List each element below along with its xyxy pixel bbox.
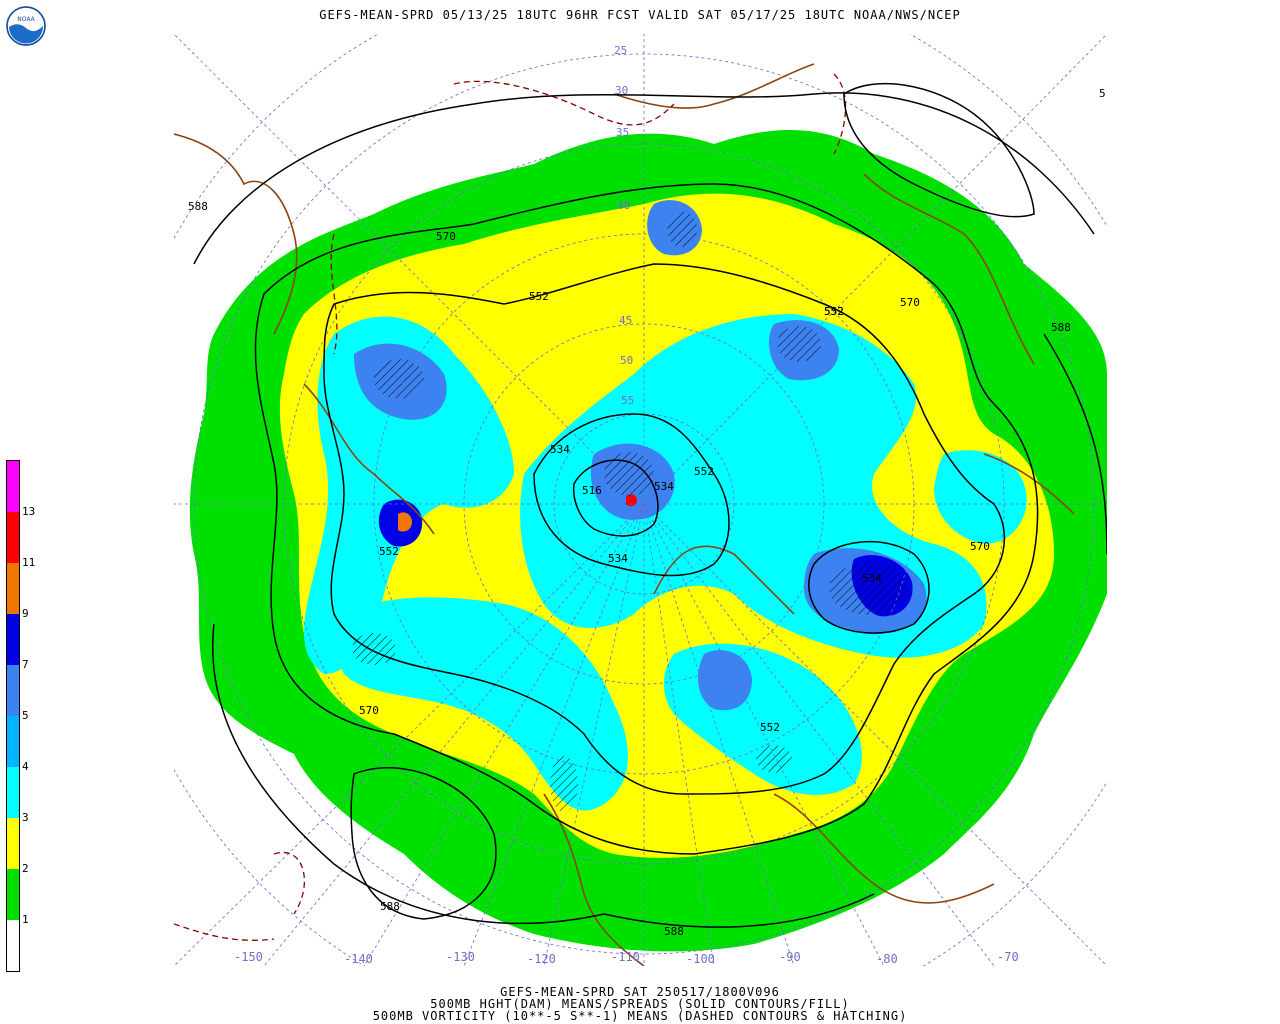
contour-label: 552 [529,290,549,303]
longitude-label: -130 [446,950,475,964]
legend-label: 3 [22,811,29,824]
spread-fill-cyan-east [934,450,1027,544]
legend-swatch [7,512,19,563]
height-contours [193,82,1107,928]
contour-label: 516 [582,484,602,497]
contour-label: 552 [694,465,714,478]
hatch-area-2 [604,452,654,496]
legend-label: 4 [22,760,29,773]
spread-fill-red [626,494,638,507]
contour-534 [533,413,730,577]
contour-label: 588 [664,925,684,938]
hatch-area-3 [829,563,909,615]
lat-lon-grid [174,34,1107,966]
legend-label: 1 [22,913,29,926]
legend-label: 9 [22,607,29,620]
contour-label: 588 [188,200,208,213]
latitude-label: 55 [621,394,634,407]
contour-570 [254,183,1039,855]
legend-swatch [7,563,19,614]
contour-labels: 588 570 552 534 516 534 552 570 552 534 … [188,87,1106,938]
spread-fill-orange [398,512,412,532]
latitude-label: 40 [617,199,630,212]
contour-label: 552 [760,721,780,734]
contour-label: 570 [359,704,379,717]
footer-line-1: GEFS-MEAN-SPRD SAT 250517/1800V096 [500,985,780,999]
contour-label: 552 [379,545,399,558]
vorticity-contours [174,73,847,941]
longitude-label: -140 [344,952,373,966]
latitude-label: 45 [619,314,632,327]
contour-label: 534 [862,572,882,585]
latitude-label: 25 [614,44,627,57]
contour-label: 570 [900,296,920,309]
legend-swatch [7,818,19,869]
latitude-label: 35 [616,126,629,139]
noaa-logo-icon: NOAA [6,6,46,46]
spread-fill-blue-4 [698,650,752,711]
longitude-label: -80 [876,952,898,966]
hatch-area-8 [756,745,792,773]
hatch-area-6 [352,633,396,665]
longitude-label: -120 [527,952,556,966]
spread-fill-cyan-south [336,597,628,811]
map-title: GEFS-MEAN-SPRD 05/13/25 18UTC 96HR FCST … [319,8,961,22]
contour-516 [572,459,659,537]
longitude-label: -100 [686,952,715,966]
legend-swatch [7,665,19,716]
contour-label: 552 [824,305,844,318]
contour-label: 534 [550,443,570,456]
legend-swatch [7,869,19,920]
contour-588-sw [350,766,497,920]
legend-label: 11 [22,556,36,569]
legend-swatch [7,461,19,512]
legend-swatch [7,716,19,767]
logo-text: NOAA [17,16,35,23]
legend-swatch [7,614,19,665]
contour-534-east [808,541,930,634]
footer-line-2: 500MB HGHT(DAM) MEANS/SPREADS (SOLID CON… [430,997,850,1011]
spread-fill-cyan-west [304,316,514,674]
contour-label: 534 [654,480,674,493]
contour-label: 552 [824,305,844,318]
longitude-label: -90 [779,950,801,964]
hatch-area-7 [550,756,578,812]
map-panel: 588 570 552 534 516 534 552 570 552 534 … [174,34,1107,966]
contour-588-ne [843,82,1035,218]
coastlines [174,63,1075,966]
contour-588-outer [193,92,1107,928]
longitude-label: -70 [997,950,1019,964]
contour-label: 5 [1099,87,1106,100]
longitude-label: -110 [611,950,640,964]
contour-552 [323,263,1006,795]
latitude-label: 50 [620,354,633,367]
latitude-label: 30 [615,84,628,97]
legend-label: 13 [22,505,36,518]
legend-swatch [7,767,19,818]
contour-label: 588 [1051,321,1071,334]
footer-line-3: 500MB VORTICITY (10**-5 S**-1) MEANS (DA… [372,1009,908,1023]
vorticity-hatching [352,211,909,812]
spread-fill-layer [189,130,1107,952]
hatch-area-1 [374,359,424,399]
longitude-label: -150 [234,950,263,964]
contour-label: 570 [436,230,456,243]
contour-label: 570 [970,540,990,553]
legend-label: 7 [22,658,29,671]
latitude-labels: 25 30 35 40 45 50 55 [614,44,634,407]
legend-label: 5 [22,709,29,722]
legend-label: 2 [22,862,29,875]
contour-label: 588 [380,900,400,913]
hatch-area-4 [667,211,697,247]
contour-label: 534 [608,552,628,565]
legend-swatch [7,920,19,971]
color-legend [6,460,20,972]
